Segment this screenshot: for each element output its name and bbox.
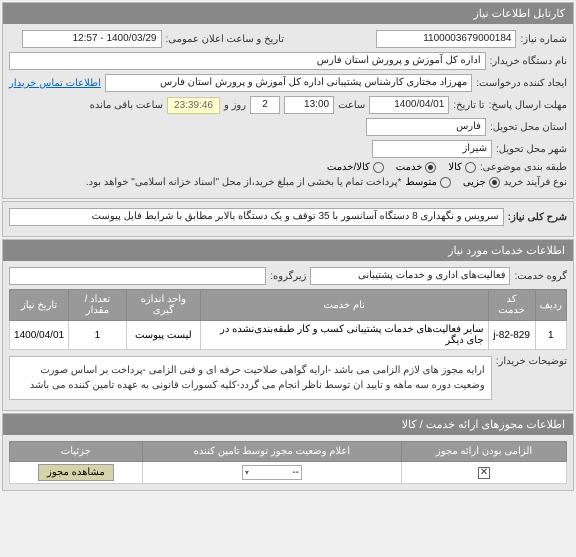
category-goods-service-radio[interactable]: کالا/خدمت bbox=[327, 162, 384, 173]
cell-unit: لیست پیوست bbox=[126, 321, 200, 350]
pt-medium-radio[interactable]: متوسط bbox=[405, 177, 450, 188]
main-panel-title: کارتابل اطلاعات نیاز bbox=[3, 3, 573, 24]
buyer-notes-label: توضیحات خریدار: bbox=[496, 356, 567, 367]
cell-date: 1400/04/01 bbox=[10, 321, 69, 350]
buyer-contact-link[interactable]: اطلاعات تماس خریدار bbox=[9, 78, 101, 89]
lic-th-mandatory: الزامی بودن ارائه مجوز bbox=[402, 442, 567, 462]
radio-icon bbox=[465, 162, 476, 173]
days-label: روز و bbox=[224, 100, 246, 111]
radio-icon bbox=[440, 177, 451, 188]
need-number-value: 1100003679000184 bbox=[376, 30, 516, 48]
creator-value: مهرزاد مختاری کارشناس پشتیبانی اداره کل … bbox=[105, 74, 472, 92]
th-name: نام خدمت bbox=[200, 290, 488, 321]
licenses-table: الزامی بودن ارائه مجوز اعلام وضعیت مجوز … bbox=[9, 441, 567, 484]
province-label: استان محل تحویل: bbox=[490, 122, 567, 133]
cat-goods-service-label: کالا/خدمت bbox=[327, 162, 370, 173]
purchase-type-label: نوع فرآیند خرید bbox=[504, 177, 567, 188]
category-label: طبقه بندی موضوعی: bbox=[480, 162, 567, 173]
view-license-button[interactable]: مشاهده مجوز bbox=[38, 464, 114, 481]
time-label: ساعت bbox=[338, 100, 365, 111]
lic-th-details: جزئیات bbox=[10, 442, 143, 462]
cat-goods-label: کالا bbox=[448, 162, 462, 173]
cell-row: 1 bbox=[535, 321, 566, 350]
radio-icon bbox=[425, 162, 436, 173]
radio-icon bbox=[373, 162, 384, 173]
cell-name: سایر فعالیت‌های خدمات پشتیبانی کسب و کار… bbox=[200, 321, 488, 350]
pt-partial-radio[interactable]: جزیی bbox=[463, 177, 500, 188]
remaining-label: ساعت باقی مانده bbox=[90, 100, 163, 111]
subgroup-value bbox=[9, 267, 266, 285]
pt-note: *پرداخت تمام یا بخشی از مبلغ خرید،از محل… bbox=[9, 177, 401, 188]
th-code: کد خدمت bbox=[488, 290, 535, 321]
summary-label: شرح کلی نیاز: bbox=[508, 212, 567, 223]
service-group-label: گروه خدمت: bbox=[514, 271, 567, 282]
public-datetime-value: 1400/03/29 - 12:57 bbox=[22, 30, 162, 48]
deadline-label: مهلت ارسال پاسخ: bbox=[489, 100, 567, 111]
license-mandatory-checkbox[interactable] bbox=[478, 467, 490, 479]
license-status-select[interactable]: -- bbox=[242, 465, 302, 480]
city-label: شهر محل تحویل: bbox=[496, 144, 567, 155]
pt-medium-label: متوسط bbox=[405, 177, 436, 188]
cat-service-label: خدمت bbox=[396, 162, 423, 173]
cell-code: j-82-829 bbox=[488, 321, 535, 350]
countdown-timer: 23:39:46 bbox=[167, 97, 220, 114]
table-row: 1 j-82-829 سایر فعالیت‌های خدمات پشتیبان… bbox=[10, 321, 567, 350]
service-group-value: فعالیت‌های اداری و خدمات پشتیبانی bbox=[310, 267, 510, 285]
th-unit: واحد اندازه گیری bbox=[126, 290, 200, 321]
province-value: فارس bbox=[366, 118, 486, 136]
buyer-org-label: نام دستگاه خریدار: bbox=[490, 56, 567, 67]
th-date: تاریخ نیاز bbox=[10, 290, 69, 321]
summary-text: سرویس و نگهداری 8 دستگاه آسانسور با 35 ت… bbox=[9, 208, 504, 226]
deadline-time: 13:00 bbox=[284, 96, 334, 114]
to-date-label: تا تاریخ: bbox=[453, 100, 484, 111]
lic-th-status: اعلام وضعیت مجوز توسط تامین کننده bbox=[142, 442, 401, 462]
th-qty: تعداد / مقدار bbox=[69, 290, 127, 321]
creator-label: ایجاد کننده درخواست: bbox=[476, 78, 567, 89]
select-value: -- bbox=[292, 467, 299, 478]
category-goods-radio[interactable]: کالا bbox=[448, 162, 476, 173]
buyer-notes-text: ارایه مجوز های لازم الزامی می باشد -ارای… bbox=[9, 356, 492, 400]
city-value: شیراز bbox=[372, 140, 492, 158]
buyer-org-value: اداره کل آموزش و پرورش استان فارس bbox=[9, 52, 486, 70]
services-panel-title: اطلاعات خدمات مورد نیاز bbox=[3, 240, 573, 261]
public-datetime-label: تاریخ و ساعت اعلان عمومی: bbox=[166, 34, 285, 45]
subgroup-label: زیرگروه: bbox=[270, 271, 306, 282]
category-service-radio[interactable]: خدمت bbox=[396, 162, 437, 173]
radio-icon bbox=[489, 177, 500, 188]
pt-partial-label: جزیی bbox=[463, 177, 486, 188]
need-number-label: شماره نیاز: bbox=[520, 34, 567, 45]
days-remaining: 2 bbox=[250, 96, 280, 114]
cell-qty: 1 bbox=[69, 321, 127, 350]
deadline-date: 1400/04/01 bbox=[369, 96, 449, 114]
services-table: ردیف کد خدمت نام خدمت واحد اندازه گیری ت… bbox=[9, 289, 567, 350]
th-row: ردیف bbox=[535, 290, 566, 321]
table-row: -- مشاهده مجوز bbox=[10, 462, 567, 484]
licenses-panel-title: اطلاعات مجوزهای ارائه خدمت / کالا bbox=[3, 414, 573, 435]
